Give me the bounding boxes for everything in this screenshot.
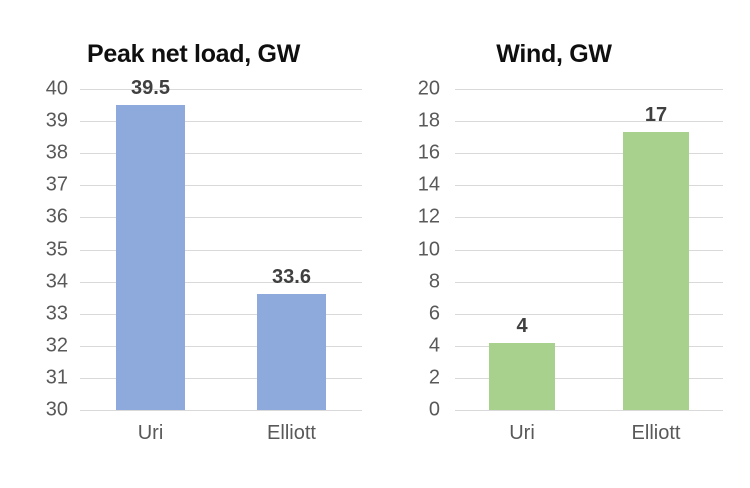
x-category-label: Elliott	[631, 422, 681, 444]
y-axis: 40 39 38 37 36 35 34 33 32 31 30	[25, 78, 80, 421]
gridline	[455, 377, 723, 379]
x-category-label: Uri	[137, 422, 164, 444]
data-label: 4	[516, 314, 528, 337]
gridline	[80, 89, 362, 90]
gridline	[455, 249, 723, 251]
y-tick-label: 2	[428, 366, 440, 389]
bar-elliott	[623, 132, 689, 410]
y-tick-label: 30	[45, 398, 68, 421]
y-tick-label: 16	[417, 141, 440, 164]
y-tick-label: 35	[45, 238, 68, 260]
y-tick-label: 36	[45, 205, 68, 228]
y-tick-label: 37	[45, 173, 68, 196]
y-tick-label: 32	[45, 334, 68, 357]
gridline	[80, 185, 362, 187]
y-tick-label: 12	[417, 205, 440, 228]
y-tick-label: 0	[428, 398, 440, 421]
y-tick-label: 40	[45, 77, 68, 100]
y-axis: 20 18 16 14 12 10 8 6 4 2 0	[385, 78, 455, 421]
y-tick-label: 39	[45, 109, 68, 132]
chart-title: Wind, GW	[496, 40, 612, 68]
gridline	[80, 217, 362, 219]
gridline	[455, 313, 723, 315]
data-label: 17	[644, 104, 668, 127]
gridline	[455, 281, 723, 283]
gridline	[80, 313, 362, 315]
y-tick-label: 20	[417, 77, 440, 100]
gridline	[80, 281, 362, 283]
y-tick-label: 14	[417, 173, 440, 196]
y-tick-label: 31	[45, 366, 68, 389]
y-tick-label: 34	[45, 270, 68, 293]
x-axis: Uri Elliott	[80, 410, 362, 454]
chart-title: Peak net load, GW	[86, 40, 300, 68]
gridline	[80, 249, 362, 251]
gridline	[455, 185, 723, 187]
x-category-label: Elliott	[267, 422, 316, 444]
gridline	[455, 89, 723, 90]
gridline	[80, 410, 362, 411]
y-tick-label: 4	[428, 334, 440, 357]
data-label: 39.5	[131, 77, 170, 100]
chart-wind: Wind, GW 20 18 16 14 12 10 8 6 4 2 0 4 17 Uri Elliot…	[385, 36, 723, 454]
y-tick-label: 38	[45, 141, 68, 164]
bar-uri	[489, 342, 555, 410]
gridline	[455, 410, 723, 411]
x-category-label: Uri	[509, 422, 535, 444]
y-tick-label: 18	[417, 109, 440, 132]
x-axis: Uri Elliott	[455, 410, 723, 454]
chart-plot-region: 40 39 38 37 36 35 34 33 32 31 30 39.5 33.6	[25, 77, 362, 421]
bar-uri	[115, 105, 186, 410]
chart-plot-region: 20 18 16 14 12 10 8 6 4 2 0 4 17	[385, 78, 723, 421]
y-tick-label: 10	[417, 238, 440, 260]
gridline	[80, 121, 362, 123]
gridline	[455, 217, 723, 219]
gridline	[455, 153, 723, 155]
gridline	[80, 377, 362, 379]
gridline	[455, 121, 723, 123]
plot-area: 39.5 33.6	[80, 77, 362, 411]
chart-peak-net-load: Peak net load, GW 40 39 38 37 36 35 34 33 32 31 30…	[25, 36, 362, 454]
data-label: 33.6	[272, 266, 311, 289]
bar-elliott	[256, 294, 327, 410]
gridline	[80, 153, 362, 155]
y-tick-label: 8	[428, 270, 440, 293]
y-tick-label: 33	[45, 302, 68, 325]
plot-area: 4 17	[455, 89, 723, 411]
gridline	[80, 345, 362, 347]
gridline	[455, 345, 723, 347]
y-tick-label: 6	[428, 302, 440, 325]
